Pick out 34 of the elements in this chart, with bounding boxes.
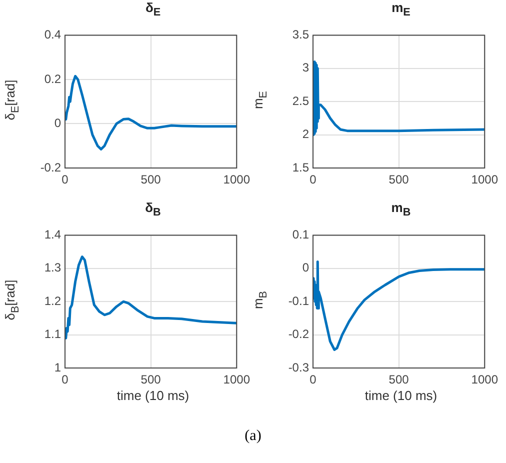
y-tick-label: 1.5 [292,160,310,174]
x-tick-label: 1000 [223,372,250,387]
chart-title: δ$_{B}$ [144,200,162,219]
chart-title: δ$_{E}$ [144,0,162,19]
x-tick-label: 1000 [471,172,498,187]
y-tick-label: 1 [54,360,62,374]
y-tick-label: 0 [302,260,310,275]
chart-title: m$_{B}$ [390,200,412,219]
text: (a) [244,428,262,445]
x-tick-label: 1000 [471,372,498,387]
chart-title: m$_{E}$ [390,0,412,19]
y-tick-label: 1.1 [44,327,62,342]
x-tick-label: 1000 [223,172,250,187]
y-tick-label: 2 [302,127,310,142]
y-tick-label: 0 [54,116,62,130]
y-tick-label: -0.1 [288,294,310,308]
y-tick-label: 3 [302,60,310,75]
y-tick-label: 0.1 [292,228,310,242]
y-tick-label: -0.2 [40,160,62,174]
x-tick-label: 500 [140,172,162,187]
x-axis-title: time (10 ms) [364,388,438,403]
y-tick-label: 1.4 [44,228,62,242]
y-tick-label: 1.2 [44,294,62,308]
y-tick-label: 0.4 [44,28,62,42]
y-tick-label: -0.3 [288,360,310,374]
x-tick-label: 500 [388,372,410,387]
y-tick-label: 2.5 [292,94,310,108]
x-tick-label: 500 [140,372,162,387]
y-tick-label: 3.5 [292,28,310,42]
x-tick-label: 500 [388,172,410,187]
y-tick-label: 1.3 [44,260,62,275]
y-tick-label: -0.2 [288,327,310,342]
x-axis-title: time (10 ms) [116,388,190,403]
y-tick-label: 0.2 [44,72,62,86]
